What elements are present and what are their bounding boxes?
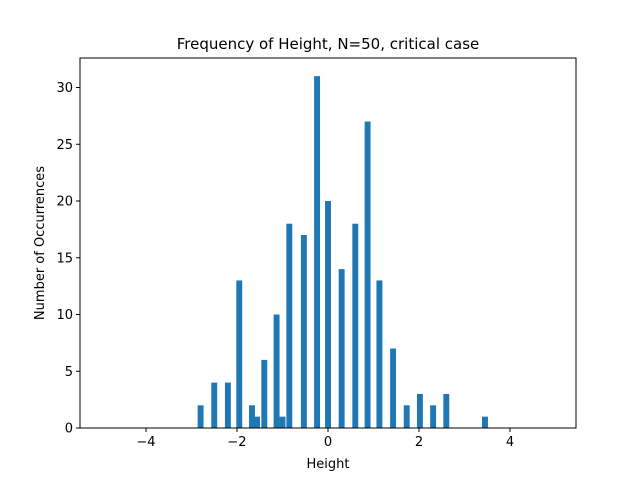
histogram-bar — [273, 314, 280, 428]
histogram-bar — [249, 405, 255, 428]
y-axis-ticks: 0 5 10 15 20 25 30 — [56, 81, 80, 437]
y-axis-label: Number of Occurrences — [33, 166, 48, 320]
histogram-bar — [390, 348, 397, 428]
histogram-bar — [364, 121, 371, 428]
x-tick-label: 4 — [506, 435, 514, 450]
histogram-bar — [416, 393, 423, 428]
histogram-bar — [197, 405, 204, 428]
x-axis-ticks: −4 −2 0 2 4 — [136, 428, 514, 450]
x-tick-label: 0 — [324, 435, 332, 450]
histogram-bar — [254, 416, 260, 428]
histogram-bar — [403, 405, 410, 428]
histogram-bar — [338, 269, 345, 428]
histogram-bar — [300, 235, 307, 428]
y-tick-label: 25 — [56, 138, 73, 153]
histogram-bar — [430, 405, 437, 428]
histogram-bar — [286, 223, 293, 428]
bars-group — [197, 76, 488, 428]
chart-title: Frequency of Height, N=50, critical case — [177, 35, 480, 53]
y-tick-label: 20 — [56, 195, 73, 210]
x-tick-label: −4 — [136, 435, 155, 450]
histogram-bar — [314, 76, 321, 428]
histogram-bar — [236, 280, 243, 428]
y-tick-label: 30 — [56, 81, 73, 96]
histogram-bar — [211, 382, 218, 428]
histogram-bar — [376, 280, 383, 428]
y-tick-label: 15 — [56, 251, 73, 266]
x-tick-label: 2 — [415, 435, 423, 450]
y-tick-label: 0 — [65, 422, 73, 437]
histogram-bar — [443, 393, 450, 428]
x-tick-label: −2 — [227, 435, 246, 450]
histogram-bar — [352, 223, 359, 428]
histogram-bar — [482, 416, 488, 428]
histogram-bar — [224, 382, 231, 428]
histogram-bar — [261, 359, 268, 428]
y-tick-label: 10 — [56, 308, 73, 323]
x-axis-label: Height — [307, 457, 350, 472]
histogram-bar — [279, 416, 286, 428]
histogram-bar — [325, 201, 331, 428]
y-tick-label: 5 — [65, 365, 73, 380]
